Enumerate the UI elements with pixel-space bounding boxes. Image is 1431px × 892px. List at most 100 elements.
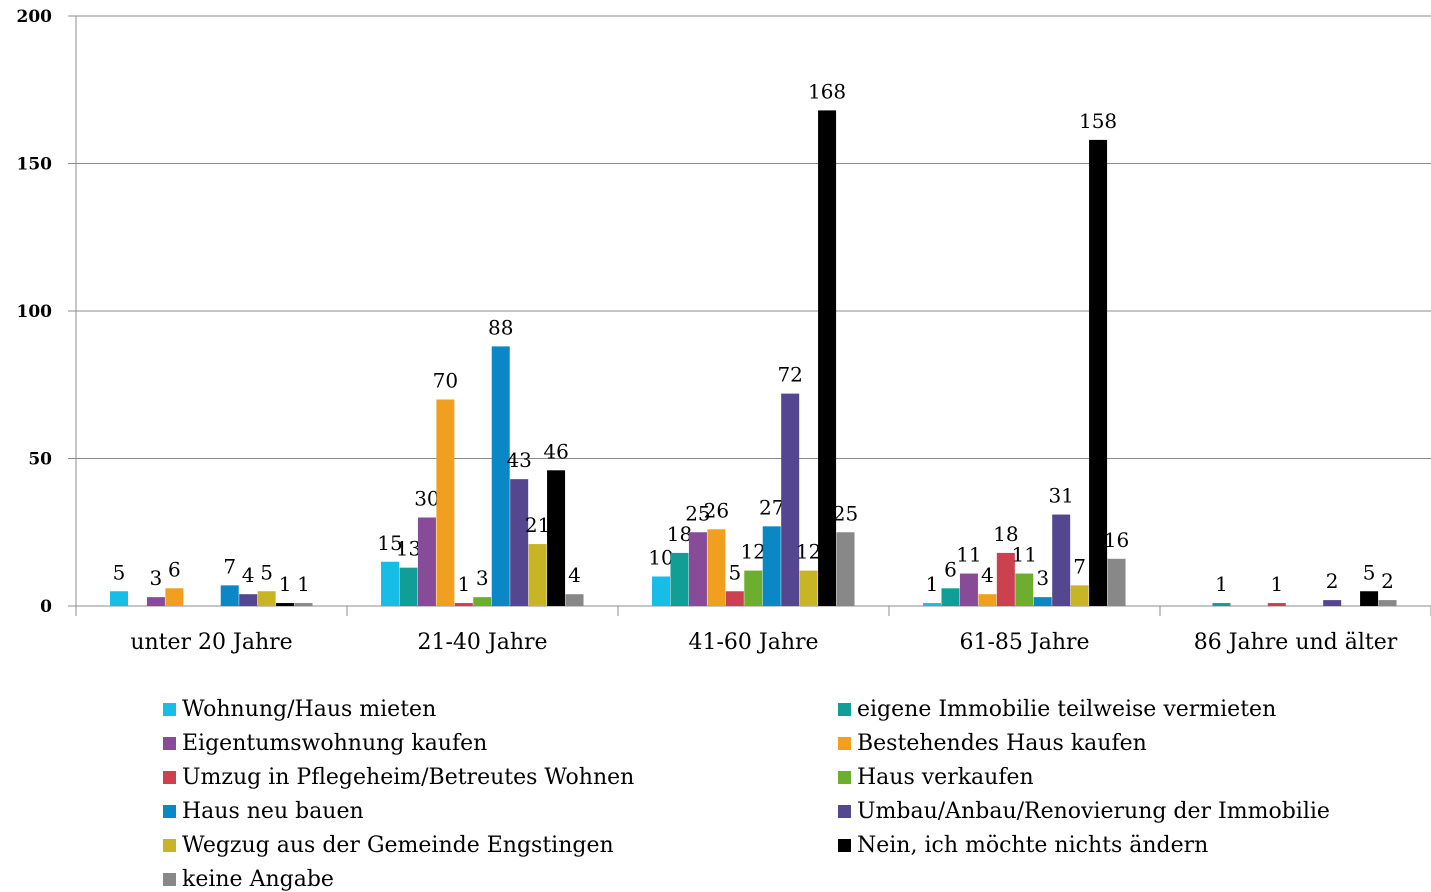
data-label: 1: [1270, 572, 1283, 596]
bar: [1378, 600, 1397, 606]
data-label: 11: [1012, 543, 1037, 567]
data-label: 12: [741, 540, 766, 564]
x-category-label: 41-60 Jahre: [688, 630, 818, 655]
data-label: 2: [1326, 569, 1339, 593]
y-tick-label: 200: [17, 7, 53, 27]
x-category-label: 21-40 Jahre: [417, 630, 547, 655]
bar: [1267, 603, 1286, 606]
data-label: 72: [777, 363, 802, 387]
bar: [491, 346, 510, 606]
bar: [1323, 600, 1342, 606]
data-label: 13: [396, 537, 421, 561]
data-label: 21: [525, 513, 550, 537]
data-label: 5: [260, 560, 273, 584]
data-label: 12: [796, 540, 821, 564]
bar: [239, 594, 258, 606]
bar: [1360, 591, 1379, 606]
data-label: 2: [1381, 569, 1394, 593]
data-label: 5: [728, 560, 741, 584]
data-label: 70: [433, 369, 458, 393]
data-label: 18: [993, 522, 1018, 546]
bar: [688, 532, 707, 606]
data-label: 1: [926, 572, 939, 596]
data-label: 4: [568, 563, 581, 587]
bar: [836, 532, 855, 606]
data-label: 88: [488, 315, 513, 339]
data-label: 3: [150, 566, 163, 590]
bar: [110, 591, 129, 606]
bar: [1107, 558, 1126, 606]
bar: [1033, 597, 1052, 606]
data-label: 4: [242, 563, 255, 587]
bar: [959, 573, 978, 606]
bar: [146, 597, 165, 606]
bar: [652, 576, 671, 606]
bar: [1015, 573, 1034, 606]
bar: [941, 588, 960, 606]
data-label: 1: [279, 572, 292, 596]
bar: [670, 552, 689, 606]
bar: [510, 479, 529, 606]
data-label: 25: [685, 501, 710, 525]
data-label: 7: [223, 554, 236, 578]
data-label: 5: [113, 560, 126, 584]
x-category-label: unter 20 Jahre: [130, 630, 292, 655]
bar: [744, 570, 763, 606]
bar: [165, 588, 184, 606]
bar: [978, 594, 997, 606]
data-label: 16: [1104, 528, 1129, 552]
data-label: 3: [1036, 566, 1049, 590]
bar: [257, 591, 276, 606]
data-label: 46: [543, 439, 568, 463]
data-label: 18: [667, 522, 692, 546]
bar: [1212, 603, 1231, 606]
bar: [381, 561, 400, 606]
data-label: 27: [759, 495, 784, 519]
data-label: 6: [944, 557, 957, 581]
bar: [1052, 514, 1071, 606]
x-category-label: 86 Jahre und älter: [1194, 630, 1398, 655]
bar: [436, 399, 455, 606]
y-tick-label: 0: [40, 597, 52, 617]
data-label: 6: [168, 557, 181, 581]
bar: [818, 110, 837, 607]
bar: [220, 585, 239, 606]
data-label: 1: [1215, 572, 1228, 596]
bar: [565, 594, 584, 606]
bar: [1070, 585, 1089, 606]
y-tick-label: 150: [17, 155, 53, 175]
bar: [799, 570, 818, 606]
data-label: 158: [1079, 109, 1117, 133]
bar: [725, 591, 744, 606]
data-label: 4: [981, 563, 994, 587]
y-tick-label: 50: [28, 450, 52, 470]
bar: [473, 597, 492, 606]
bar: [923, 603, 942, 606]
data-label: 10: [648, 546, 673, 570]
data-label: 30: [414, 487, 439, 511]
bar: [547, 470, 566, 606]
bar: [781, 393, 800, 606]
data-label: 43: [506, 448, 531, 472]
bar: [294, 603, 313, 606]
bar: [1089, 139, 1108, 606]
data-label: 7: [1073, 554, 1086, 578]
data-label: 168: [808, 79, 846, 103]
data-label: 25: [833, 501, 858, 525]
bar: [996, 552, 1015, 606]
bar: [528, 544, 547, 606]
bar: [417, 517, 436, 606]
data-label: 5: [1363, 560, 1376, 584]
bar: [399, 567, 418, 606]
bar: [707, 529, 726, 606]
data-label: 1: [297, 572, 310, 596]
x-category-label: 61-85 Jahre: [959, 630, 1089, 655]
y-tick-label: 100: [17, 302, 53, 322]
data-label: 31: [1048, 484, 1073, 508]
data-label: 11: [956, 543, 981, 567]
data-label: 15: [377, 531, 402, 555]
data-label: 1: [457, 572, 470, 596]
data-label: 3: [476, 566, 489, 590]
bar: [276, 603, 295, 606]
